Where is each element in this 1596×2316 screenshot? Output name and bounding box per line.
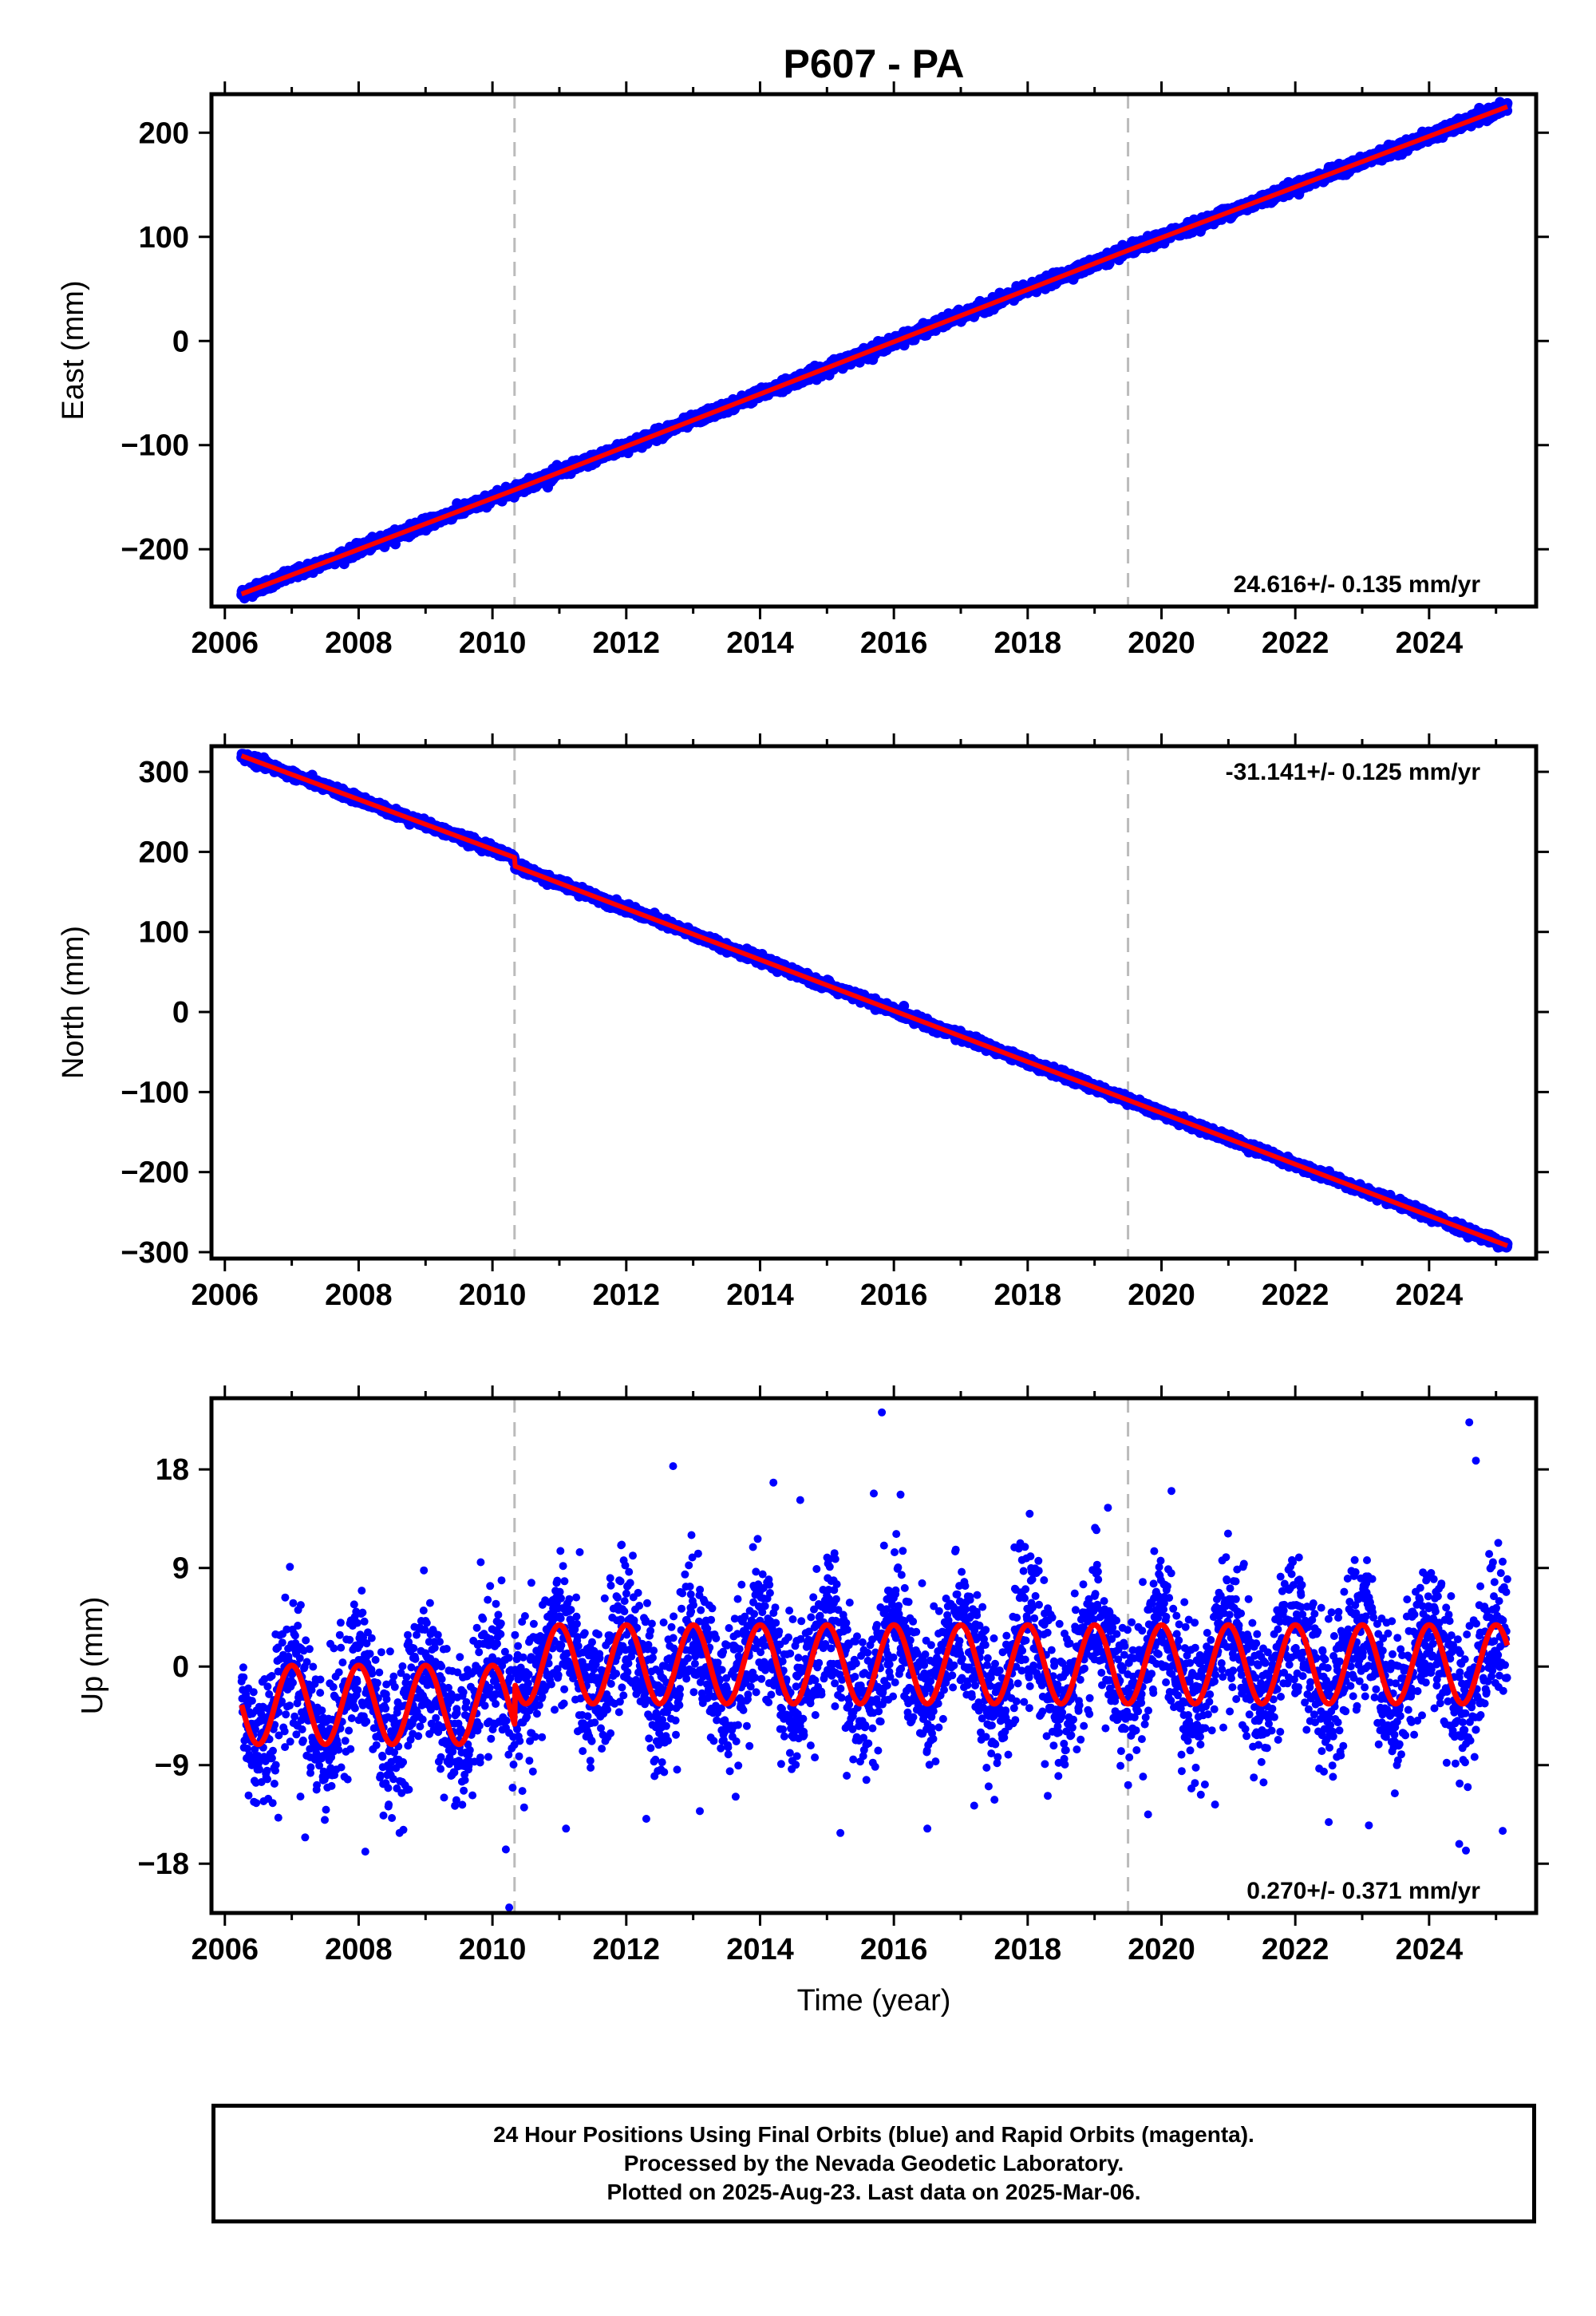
north-panel: 2006 2008 2010 2012 2014 2016 2018 2020 2022 2024…	[57, 733, 1549, 1312]
east-panel: 2006 2008 2010 2012 2014 2016 2018 2020 2022 2024…	[57, 81, 1549, 660]
x-tick-label: 2016	[860, 626, 928, 660]
x-tick-label: 2014	[726, 626, 794, 660]
plot-title: P607 - PA	[784, 41, 965, 86]
x-tick-label: 2024	[1396, 626, 1464, 660]
x-tick-label: 2010	[459, 626, 527, 660]
x-tick-label: 2006	[191, 626, 259, 660]
y-tick-label: 0	[172, 325, 189, 358]
y-axis-label: East (mm)	[57, 280, 90, 420]
x-tick-label: 2018	[994, 626, 1062, 660]
x-tick-label: 2020	[1128, 626, 1195, 660]
velocity-annotation: 24.616+/- 0.135 mm/yr	[1234, 571, 1481, 598]
y-tick-label: −200	[120, 533, 189, 567]
x-tick-label: 2022	[1262, 626, 1329, 660]
x-tick-label: 2012	[593, 626, 661, 660]
y-tick-label: 200	[139, 117, 189, 150]
model-fit-line	[239, 104, 1510, 597]
x-tick-label: 2008	[325, 626, 393, 660]
y-tick-label: −100	[120, 429, 189, 463]
y-tick-label: 100	[139, 221, 189, 255]
